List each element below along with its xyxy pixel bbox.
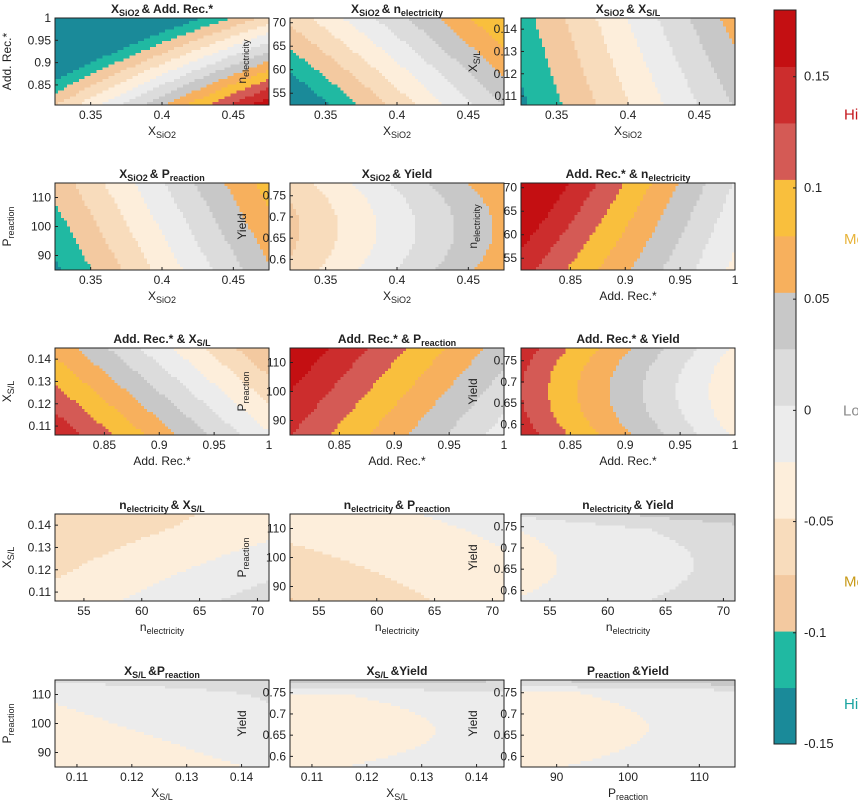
contour-figure: XSiO2 & Add. Rec.*0.35 0.4 0.450.850.90.951… (0, 0, 858, 807)
contour-panel: XSiO2 & Add. Rec.*0.35 0.4 0.450.850.90.951… (0, 2, 270, 140)
contour-fill (55, 18, 270, 106)
